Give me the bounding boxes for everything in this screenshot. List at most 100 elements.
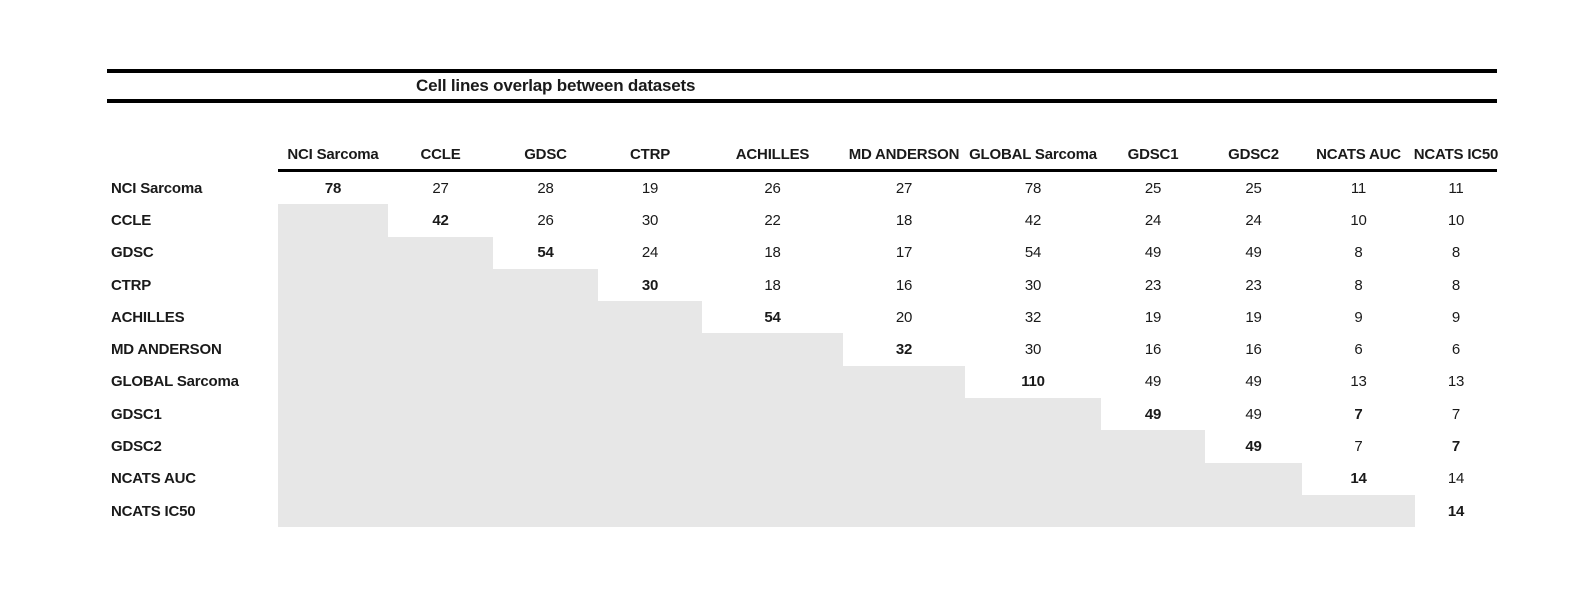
cell-nci-sarcoma-md-anderson: 27 [895, 179, 913, 197]
cell-achilles-gdsc1: 19 [1144, 308, 1162, 326]
cell-md-anderson-ncats-ic50: 6 [1451, 341, 1461, 359]
cell-achilles-nci-sarcoma [278, 301, 388, 334]
col-header-nci-sarcoma: NCI Sarcoma [278, 103, 388, 172]
cell-global-sarcoma-achilles [702, 365, 843, 399]
cell-gdsc2-ncats-ic50: 7 [1451, 438, 1461, 456]
cell-gdsc1-ccle [388, 398, 493, 431]
cell-gdsc1-md-anderson [843, 398, 965, 431]
cell-gdsc2-global-sarcoma [965, 430, 1101, 463]
col-header-md-anderson: MD ANDERSON [843, 103, 965, 172]
cell-nci-sarcoma-nci-sarcoma: 78 [324, 179, 342, 197]
cell-ctrp-ccle [388, 268, 493, 302]
cell-ccle-gdsc2: 24 [1245, 211, 1262, 229]
cell-ctrp-md-anderson: 16 [895, 276, 913, 294]
cell-gdsc-global-sarcoma: 54 [1024, 244, 1042, 262]
cell-gdsc-md-anderson: 17 [895, 244, 913, 262]
cell-global-sarcoma-global-sarcoma: 110 [1021, 373, 1045, 391]
cell-global-sarcoma-md-anderson [843, 365, 965, 399]
cell-gdsc-gdsc: 54 [537, 244, 554, 262]
cell-ctrp-nci-sarcoma [278, 268, 388, 302]
cell-ncats-ic50-gdsc2 [1205, 494, 1302, 528]
cell-ccle-md-anderson: 18 [895, 211, 913, 229]
cell-gdsc-ncats-ic50: 8 [1451, 244, 1461, 262]
cell-ctrp-achilles: 18 [764, 276, 781, 294]
cell-ncats-ic50-ncats-ic50: 14 [1447, 502, 1465, 520]
cell-gdsc1-achilles [702, 398, 843, 431]
cell-ctrp-ncats-ic50: 8 [1451, 276, 1461, 294]
cell-gdsc-ncats-auc: 8 [1354, 244, 1363, 262]
table-title: Cell lines overlap between datasets [416, 76, 696, 95]
cell-gdsc-gdsc1: 49 [1144, 244, 1162, 262]
cell-gdsc2-ctrp [598, 430, 702, 463]
cell-ncats-ic50-ccle [388, 494, 493, 528]
cell-nci-sarcoma-ncats-auc: 11 [1350, 179, 1367, 197]
cell-nci-sarcoma-gdsc1: 25 [1144, 179, 1162, 197]
col-header-global-sarcoma: GLOBAL Sarcoma [965, 103, 1101, 172]
cell-nci-sarcoma-gdsc: 28 [537, 179, 554, 197]
col-header-gdsc: GDSC [493, 103, 598, 172]
cell-ccle-gdsc1: 24 [1144, 211, 1162, 229]
cell-nci-sarcoma-global-sarcoma: 78 [1024, 179, 1042, 197]
cell-ctrp-gdsc1: 23 [1144, 276, 1162, 294]
cell-ncats-auc-md-anderson [843, 462, 965, 495]
col-header-ccle: CCLE [388, 103, 493, 172]
cell-nci-sarcoma-ccle: 27 [432, 179, 449, 197]
cell-ctrp-gdsc2: 23 [1245, 276, 1262, 294]
cell-md-anderson-achilles [702, 333, 843, 366]
cell-gdsc1-nci-sarcoma [278, 398, 388, 431]
cell-ncats-ic50-ctrp [598, 494, 702, 528]
cell-md-anderson-ccle [388, 333, 493, 366]
cell-gdsc2-gdsc1 [1101, 430, 1205, 463]
row-label-gdsc1: GDSC1 [111, 405, 162, 423]
cell-nci-sarcoma-gdsc2: 25 [1245, 179, 1262, 197]
cell-gdsc2-gdsc [493, 430, 598, 463]
row-label-ncats-ic50: NCATS IC50 [111, 502, 196, 520]
cell-nci-sarcoma-ctrp: 19 [641, 179, 659, 197]
cell-ncats-ic50-md-anderson [843, 494, 965, 528]
cell-global-sarcoma-ccle [388, 365, 493, 399]
col-header-gdsc2: GDSC2 [1205, 103, 1302, 172]
cell-gdsc1-gdsc1: 49 [1144, 405, 1162, 423]
overlap-table: NCI Sarcoma CCLE GDSC CTRP ACHILLES MD ANDERS… [107, 103, 1498, 528]
row-label-ncats-auc: NCATS AUC [111, 470, 196, 488]
cell-global-sarcoma-gdsc1: 49 [1144, 373, 1162, 391]
cell-nci-sarcoma-ncats-ic50: 11 [1448, 179, 1464, 197]
col-header-achilles: ACHILLES [702, 103, 843, 172]
row-label-gdsc: GDSC [111, 244, 154, 262]
cell-md-anderson-gdsc [493, 333, 598, 366]
cell-md-anderson-gdsc1: 16 [1144, 341, 1162, 359]
cell-global-sarcoma-gdsc [493, 365, 598, 399]
row-label-gdsc2: GDSC2 [111, 438, 162, 456]
cell-gdsc-achilles: 18 [764, 244, 781, 262]
cell-ccle-gdsc: 26 [537, 211, 554, 229]
cell-achilles-gdsc2: 19 [1245, 308, 1262, 326]
cell-ncats-ic50-global-sarcoma [965, 494, 1101, 528]
cell-ccle-global-sarcoma: 42 [1024, 211, 1042, 229]
cell-ccle-ncats-auc: 10 [1350, 211, 1367, 229]
cell-ncats-auc-achilles [702, 462, 843, 495]
cell-gdsc-ccle [388, 236, 493, 269]
cell-gdsc1-gdsc2: 49 [1245, 405, 1262, 423]
cell-achilles-ncats-auc: 9 [1354, 308, 1363, 326]
cell-ccle-ccle: 42 [432, 211, 449, 229]
cell-global-sarcoma-nci-sarcoma [278, 365, 388, 399]
cell-ctrp-global-sarcoma: 30 [1024, 276, 1042, 294]
cell-global-sarcoma-ctrp [598, 365, 702, 399]
title-rule-top [107, 69, 1497, 73]
cell-ncats-ic50-nci-sarcoma [278, 494, 388, 528]
cell-achilles-ctrp [598, 301, 702, 334]
title-rule-bottom [107, 99, 1497, 103]
cell-global-sarcoma-gdsc2: 49 [1245, 373, 1262, 391]
cell-ctrp-ncats-auc: 8 [1354, 276, 1363, 294]
cell-ctrp-ctrp: 30 [641, 276, 659, 294]
cell-ccle-ctrp: 30 [641, 211, 659, 229]
cell-gdsc2-ncats-auc: 7 [1354, 438, 1363, 456]
cell-ccle-achilles: 22 [764, 211, 781, 229]
cell-md-anderson-md-anderson: 32 [895, 341, 913, 359]
cell-md-anderson-gdsc2: 16 [1245, 341, 1262, 359]
col-header-ncats-ic50: NCATS IC50 [1414, 103, 1498, 172]
cell-ctrp-gdsc [493, 268, 598, 302]
cell-ncats-auc-gdsc [493, 462, 598, 495]
title-row: Cell lines overlap between datasets [107, 73, 1497, 99]
